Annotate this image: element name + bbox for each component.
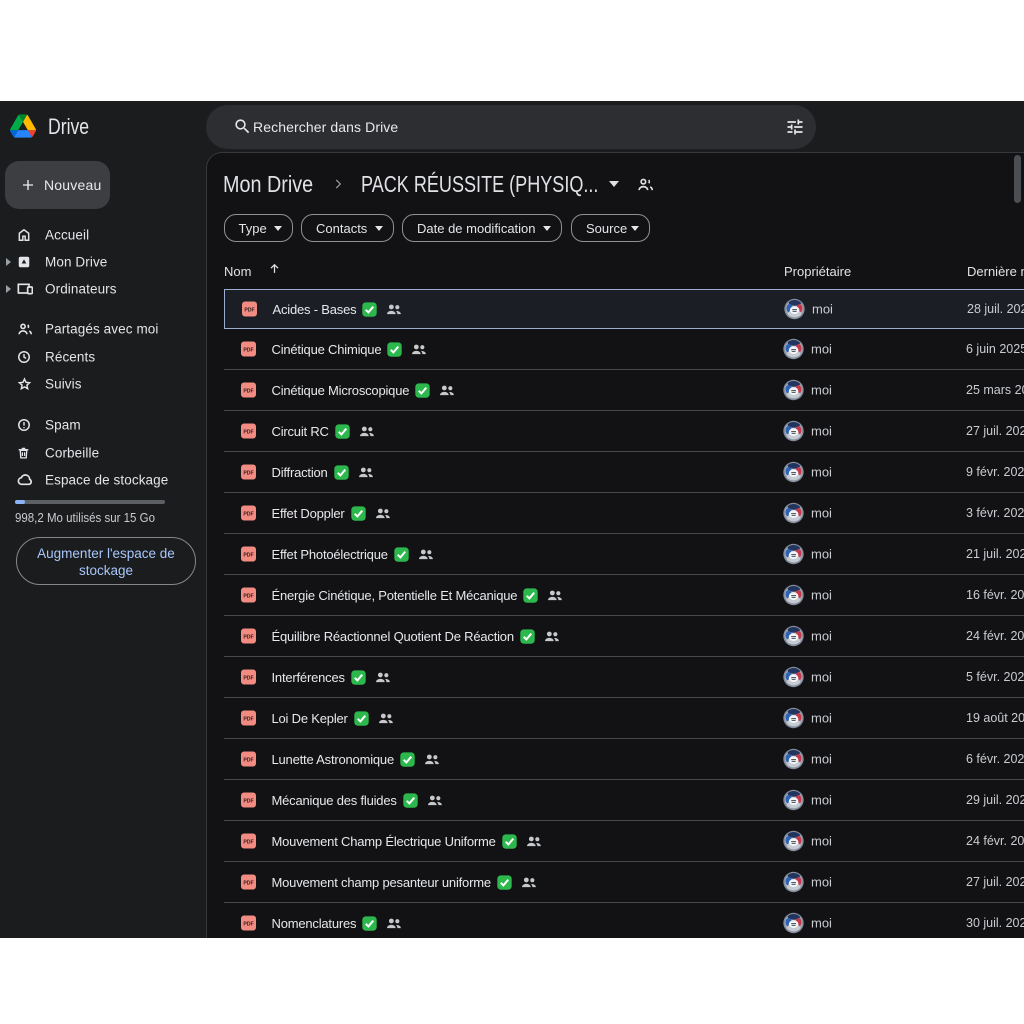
- svg-text:PDF: PDF: [243, 676, 253, 682]
- svg-text:PDF: PDF: [243, 881, 253, 887]
- svg-text:PDF: PDF: [243, 553, 253, 559]
- svg-text:PDF: PDF: [243, 389, 253, 395]
- svg-text:PDF: PDF: [243, 758, 253, 764]
- svg-text:PDF: PDF: [243, 922, 253, 928]
- svg-text:PDF: PDF: [244, 308, 254, 314]
- svg-text:PDF: PDF: [243, 635, 253, 641]
- svg-text:PDF: PDF: [243, 471, 253, 477]
- svg-text:PDF: PDF: [243, 348, 253, 354]
- svg-text:PDF: PDF: [243, 840, 253, 846]
- svg-text:PDF: PDF: [243, 799, 253, 805]
- svg-text:PDF: PDF: [243, 430, 253, 436]
- svg-text:PDF: PDF: [243, 594, 253, 600]
- svg-text:PDF: PDF: [243, 512, 253, 518]
- svg-text:PDF: PDF: [243, 717, 253, 723]
